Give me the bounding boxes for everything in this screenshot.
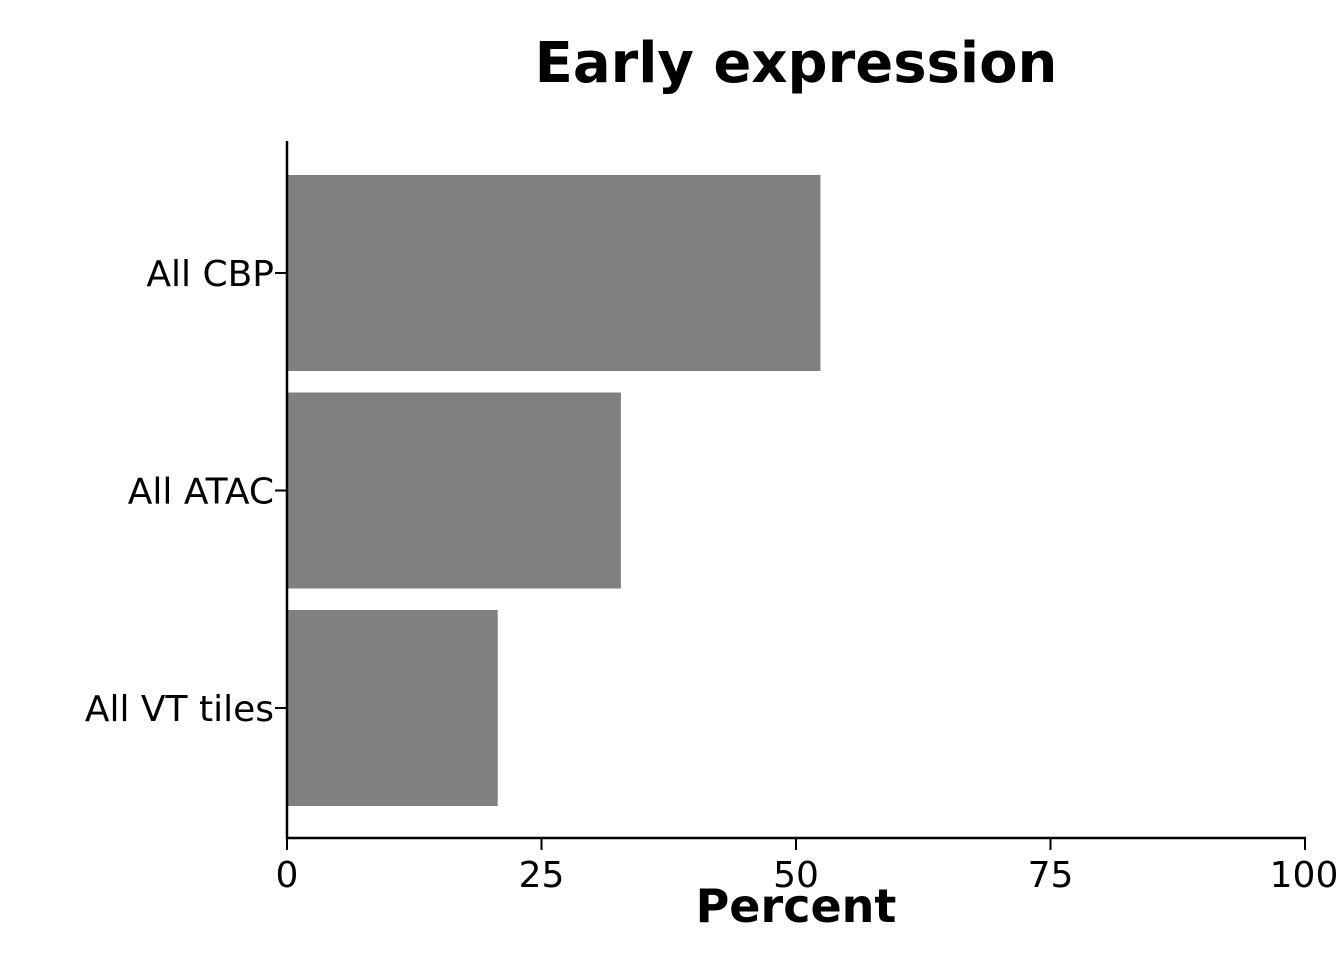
x-tick-label: 0 bbox=[276, 855, 299, 896]
bars-group bbox=[287, 175, 821, 806]
x-tick-label: 75 bbox=[1028, 855, 1074, 896]
x-axis-title: Percent bbox=[696, 879, 897, 933]
x-tick-label: 100 bbox=[1270, 855, 1339, 896]
x-tick-label: 25 bbox=[519, 855, 565, 896]
y-axis-ticks: All CBP All ATAC All VT tiles bbox=[85, 254, 287, 730]
bar-2 bbox=[287, 610, 498, 806]
y-tick-label: All ATAC bbox=[128, 472, 274, 513]
y-tick-label: All CBP bbox=[146, 254, 274, 295]
x-tick-label: 50 bbox=[773, 855, 819, 896]
x-axis-ticks: 0 25 50 75 100 bbox=[276, 838, 1339, 896]
bar-0 bbox=[287, 175, 821, 371]
y-tick-label: All VT tiles bbox=[85, 689, 274, 730]
chart-title: Early expression bbox=[535, 31, 1058, 96]
bar-1 bbox=[287, 392, 621, 589]
